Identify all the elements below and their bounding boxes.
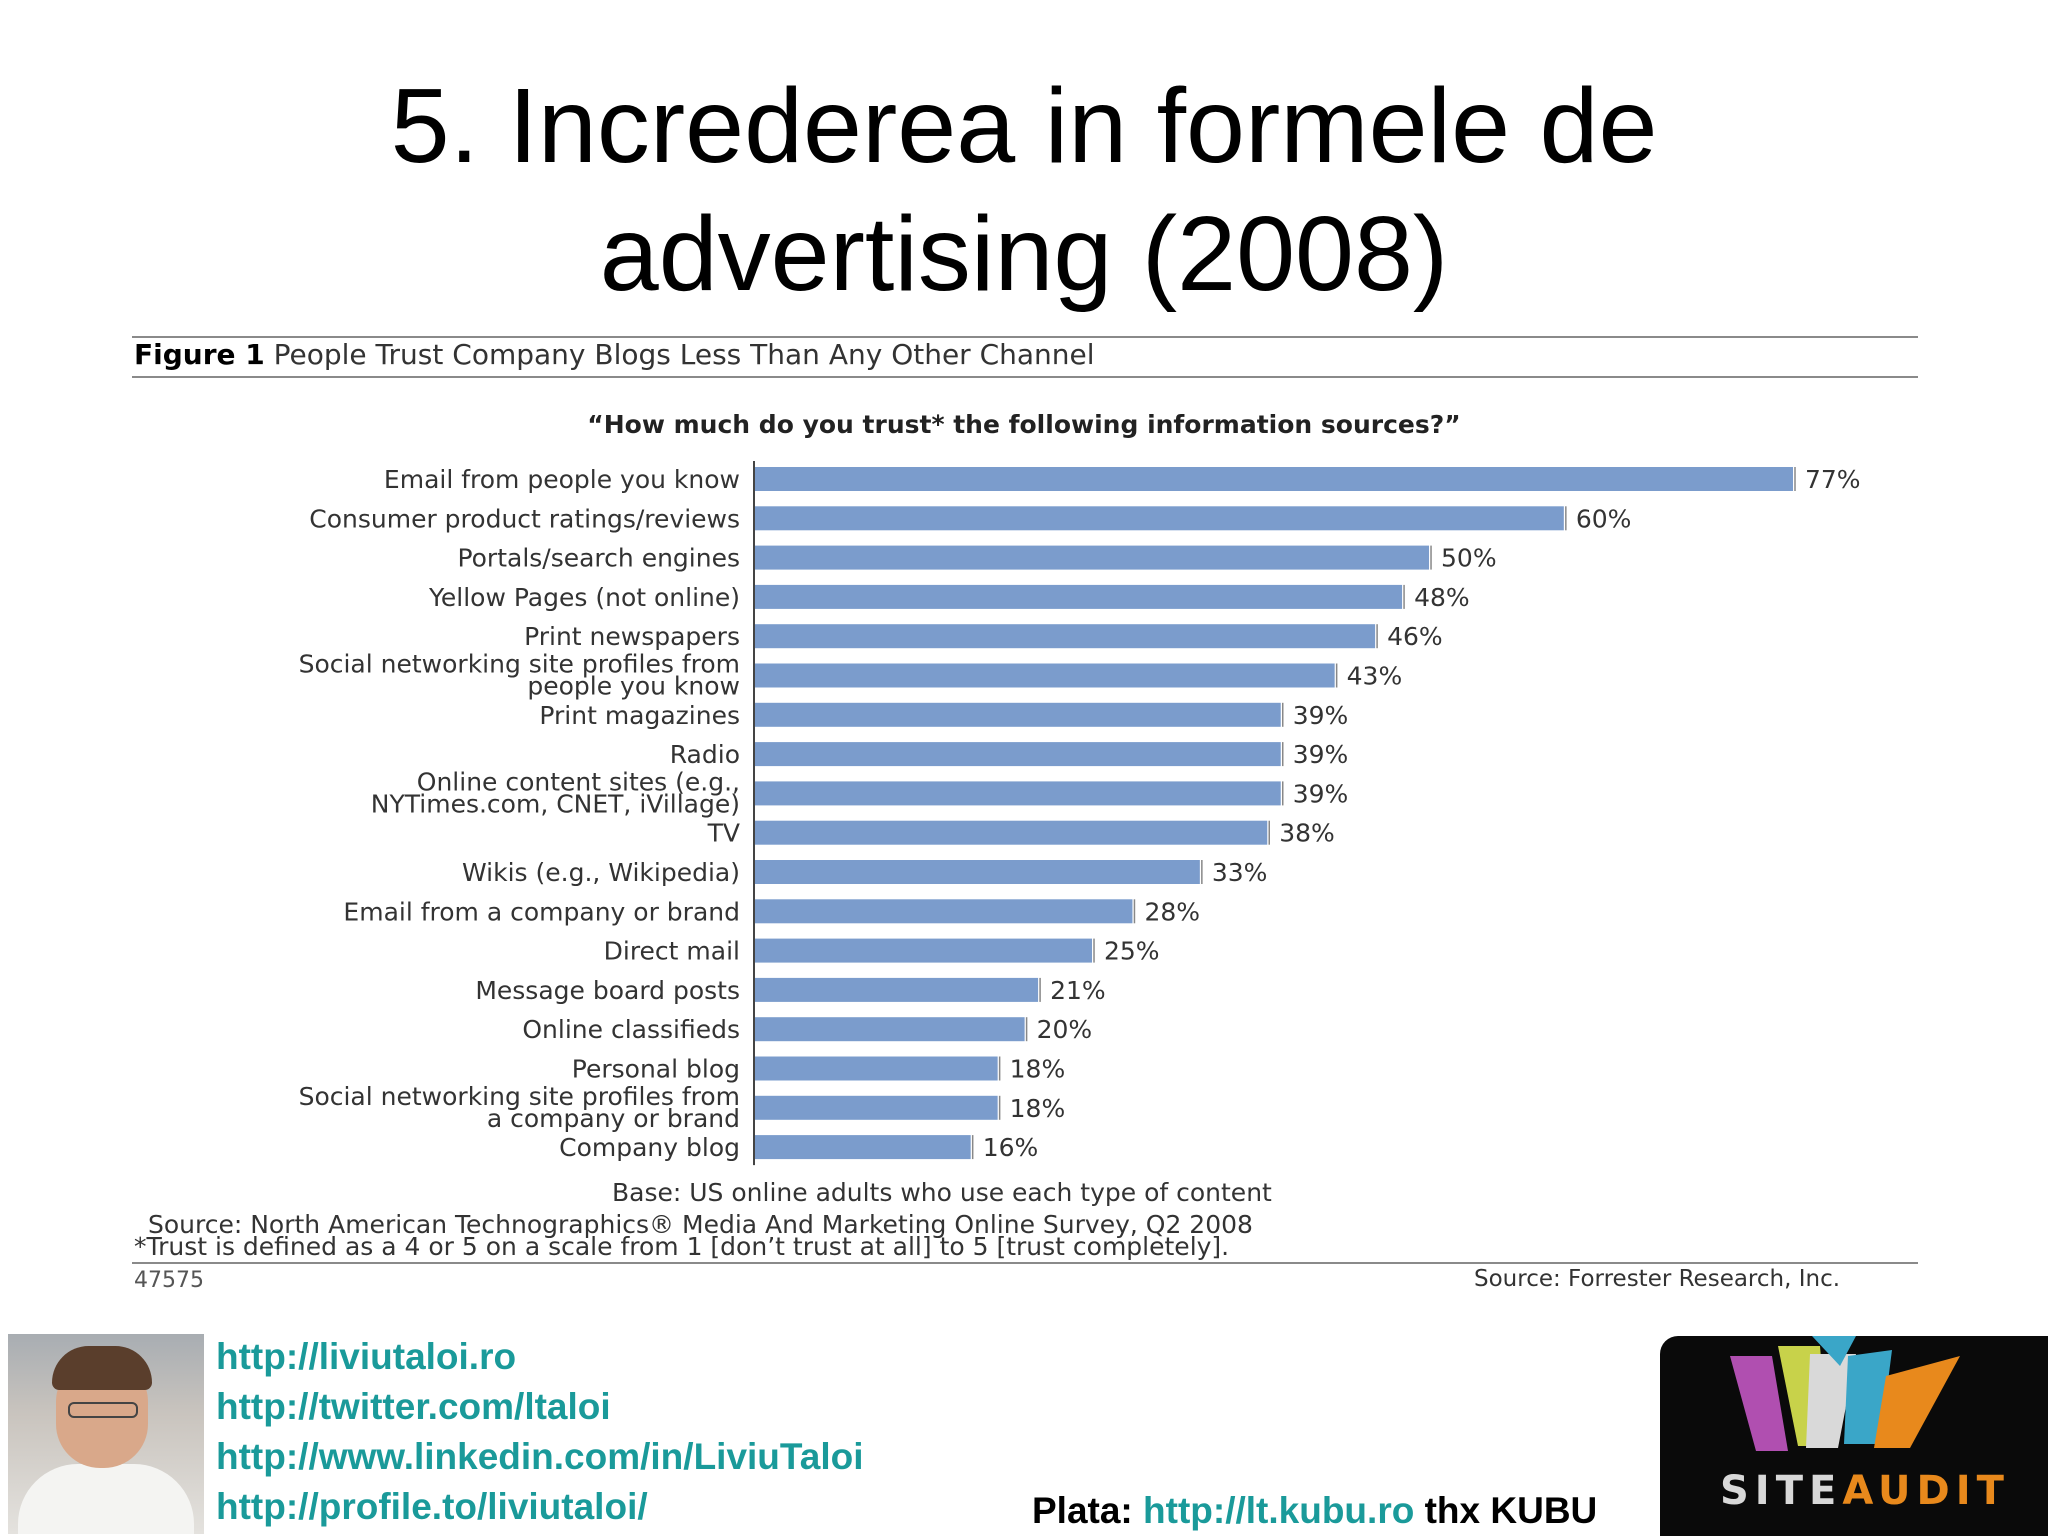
- link-linkedin[interactable]: http://www.linkedin.com/in/LiviuTaloi: [216, 1436, 864, 1477]
- category-label: Message board posts: [475, 976, 740, 1005]
- bar: [755, 860, 1200, 884]
- data-label: 25%: [1104, 937, 1160, 966]
- logo-text: SITEAUDIT: [1720, 1468, 2010, 1514]
- figure-heading-rule: [132, 376, 1918, 378]
- siteaudit-logo: SITEAUDIT: [1660, 1336, 2048, 1536]
- logo-mark-icon: [1730, 1336, 1960, 1451]
- slide-title-line2: advertising (2008): [599, 195, 1449, 313]
- data-label: 46%: [1387, 622, 1443, 651]
- bar: [755, 1135, 971, 1160]
- category-label: Wikis (e.g., Wikipedia): [462, 858, 740, 887]
- category-label: TV: [707, 819, 740, 848]
- link-profile[interactable]: http://profile.to/liviutaloi/: [216, 1486, 648, 1527]
- slide-title: 5. Increderea in formele de advertising …: [0, 62, 2048, 318]
- slide-title-line1: 5. Increderea in formele de: [390, 67, 1658, 185]
- data-label: 20%: [1037, 1015, 1093, 1044]
- bar: [755, 584, 1403, 609]
- data-label: 43%: [1347, 662, 1403, 691]
- category-label: Print newspapers: [524, 622, 740, 651]
- bar: [755, 624, 1376, 649]
- category-label: Consumer product ratings/reviews: [309, 504, 740, 533]
- category-label: Online classifieds: [522, 1015, 740, 1044]
- bar: [755, 977, 1039, 1002]
- author-links: http://liviutaloi.ro http://twitter.com/…: [216, 1332, 864, 1532]
- plata-label: Plata:: [1032, 1490, 1144, 1531]
- plata-suffix: thx KUBU: [1414, 1490, 1598, 1531]
- bar: [755, 1095, 998, 1120]
- bar: [755, 781, 1281, 806]
- logo-word-site: SITE: [1720, 1468, 1843, 1514]
- category-label: Company blog: [559, 1133, 740, 1162]
- data-label: 38%: [1279, 819, 1335, 848]
- bar-chart: 77% Email from people you know 60% Consumer…: [299, 461, 1861, 1166]
- figure-heading-text: People Trust Company Blogs Less Than Any…: [264, 338, 1095, 371]
- data-label: 18%: [1010, 1055, 1066, 1084]
- data-label: 21%: [1050, 976, 1106, 1005]
- data-label: 39%: [1293, 779, 1349, 808]
- chart-title: “How much do you trust* the following in…: [587, 410, 1461, 439]
- category-label: Personal blog: [572, 1055, 740, 1084]
- data-label: 16%: [983, 1133, 1039, 1162]
- data-label: 48%: [1414, 583, 1470, 612]
- category-label: people you know: [527, 672, 740, 701]
- category-label: NYTimes.com, CNET, iVillage): [371, 789, 740, 818]
- bar: [755, 899, 1133, 924]
- logo-word-audit: AUDIT: [1842, 1468, 2010, 1514]
- plata-link[interactable]: http://lt.kubu.ro: [1143, 1490, 1415, 1531]
- bar: [755, 1017, 1025, 1042]
- category-label: Radio: [670, 740, 740, 769]
- data-label: 60%: [1576, 504, 1632, 533]
- link-twitter[interactable]: http://twitter.com/ltaloi: [216, 1386, 611, 1427]
- link-website[interactable]: http://liviutaloi.ro: [216, 1336, 517, 1377]
- plata-line: Plata: http://lt.kubu.ro thx KUBU: [1032, 1490, 1597, 1532]
- data-label: 39%: [1293, 701, 1349, 730]
- data-label: 39%: [1293, 740, 1349, 769]
- data-label: 33%: [1212, 858, 1268, 887]
- category-label: Yellow Pages (not online): [428, 583, 740, 612]
- category-label: a company or brand: [487, 1104, 740, 1133]
- figure-label: Figure 1: [134, 338, 265, 371]
- category-label: Social networking site profiles from: [299, 1082, 740, 1111]
- bar: [755, 663, 1335, 688]
- trust-footnote: *Trust is defined as a 4 or 5 on a scale…: [134, 1232, 1230, 1261]
- data-label: 50%: [1441, 544, 1497, 573]
- base-note: Base: US online adults who use each type…: [612, 1178, 1272, 1207]
- bar: [755, 820, 1268, 845]
- author-photo: [8, 1334, 204, 1534]
- category-label: Portals/search engines: [457, 544, 740, 573]
- bar: [755, 467, 1793, 491]
- bar: [755, 938, 1093, 963]
- bar: [755, 742, 1281, 767]
- figure-heading: Figure 1 People Trust Company Blogs Less…: [134, 338, 1095, 371]
- bar: [755, 506, 1564, 531]
- category-label: Print magazines: [539, 701, 740, 730]
- figure-number: 47575: [134, 1268, 204, 1293]
- source-note: Source: North American Technographics® M…: [148, 1210, 1253, 1239]
- category-label: Social networking site profiles from: [299, 650, 740, 679]
- bar: [755, 545, 1430, 570]
- category-label: Online content sites (e.g.,: [417, 767, 740, 796]
- category-label: Email from a company or brand: [343, 897, 740, 926]
- bar: [755, 1056, 998, 1081]
- figure-top-rule: [132, 336, 1918, 338]
- category-label: Email from people you know: [384, 465, 740, 494]
- figure-bottom-rule: [132, 1262, 1918, 1264]
- category-label: Direct mail: [604, 937, 740, 966]
- data-label: 18%: [1010, 1094, 1066, 1123]
- data-label: 77%: [1805, 465, 1861, 494]
- data-label: 28%: [1144, 897, 1200, 926]
- bar: [755, 702, 1281, 727]
- figure-credit: Source: Forrester Research, Inc.: [1474, 1266, 1841, 1292]
